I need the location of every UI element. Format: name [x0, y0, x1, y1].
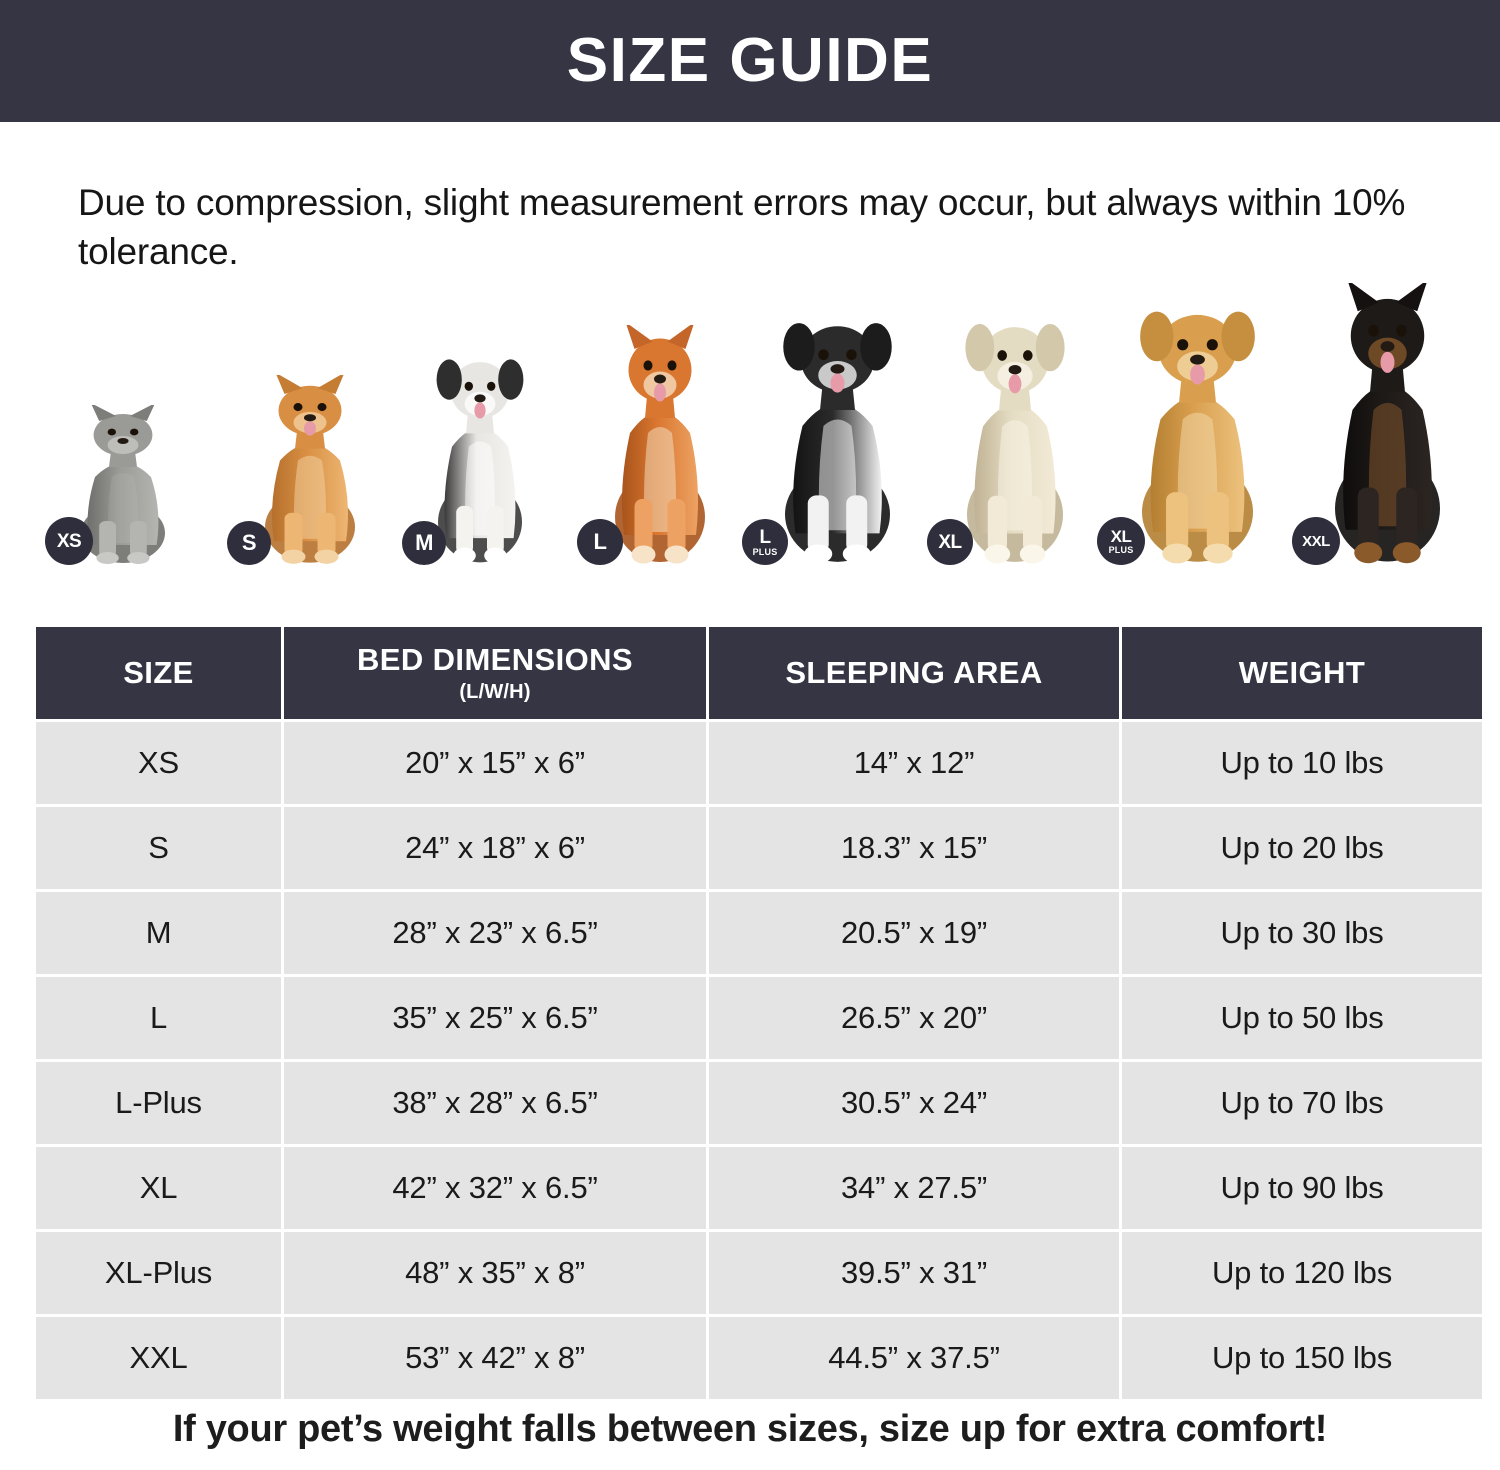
bed-dimensions-cell: 24” x 18” x 6” [284, 807, 706, 889]
size-badge-s: S [227, 521, 271, 565]
weight-cell: Up to 50 lbs [1122, 977, 1482, 1059]
column-header-size: SIZE [36, 627, 281, 719]
doberman-pinscher-dog-image: XXL [1292, 283, 1475, 565]
table-row: M 28” x 23” x 6.5” 20.5” x 19” Up to 30 lbs [36, 892, 1482, 974]
size-cell: S [36, 807, 281, 889]
size-badge-sublabel: PLUS [752, 546, 778, 557]
sleeping-area-cell: 39.5” x 31” [709, 1232, 1119, 1314]
size-cell: XXL [36, 1317, 281, 1399]
size-badge-l-plus: L PLUS [742, 519, 788, 565]
size-badge-label: XL [938, 531, 962, 553]
column-header-bed-dimensions-sub: (L/W/H) [459, 681, 531, 703]
shiba-inu-dog-image: L [577, 325, 735, 565]
weight-cell: Up to 20 lbs [1122, 807, 1482, 889]
size-badge-xxl: XXL [1292, 517, 1340, 565]
table-row: L-Plus 38” x 28” x 6.5” 30.5” x 24” Up to 7… [36, 1062, 1482, 1144]
pet-slot: M [402, 350, 550, 565]
tolerance-note: Due to compression, slight measurement e… [78, 182, 1406, 273]
column-header-sleeping-area: SLEEPING AREA [709, 627, 1119, 719]
size-badge-xs: XS [45, 517, 93, 565]
size-cell: L [36, 977, 281, 1059]
pet-slot: XS [45, 405, 193, 565]
size-badge-label: XS [56, 530, 82, 552]
sleeping-area-cell: 30.5” x 24” [709, 1062, 1119, 1144]
weight-cell: Up to 150 lbs [1122, 1317, 1482, 1399]
column-header-bed-dimensions: BED DIMENSIONS (L/W/H) [284, 627, 706, 719]
weight-cell: Up to 70 lbs [1122, 1062, 1482, 1144]
size-badge-label: L [593, 529, 607, 554]
pet-size-lineup: XS [35, 283, 1475, 565]
weight-cell: Up to 30 lbs [1122, 892, 1482, 974]
size-badge-label: XXL [1302, 532, 1330, 550]
sizing-advice-note: If your pet’s weight falls between sizes… [172, 1408, 1328, 1450]
table-row: XXL 53” x 42” x 8” 44.5” x 37.5” Up to 150 … [36, 1317, 1482, 1399]
table-row: XL 42” x 32” x 6.5” 34” x 27.5” Up to 90 lb… [36, 1147, 1482, 1229]
size-badge-l: L [577, 519, 623, 565]
weight-cell: Up to 90 lbs [1122, 1147, 1482, 1229]
weight-cell: Up to 10 lbs [1122, 722, 1482, 804]
pet-slot: L PLUS [742, 312, 925, 565]
size-badge-sublabel: PLUS [1108, 544, 1134, 555]
table-header-row: SIZE BED DIMENSIONS (L/W/H) SLEEPING ARE… [36, 627, 1482, 719]
weight-cell: Up to 120 lbs [1122, 1232, 1482, 1314]
size-cell: L-Plus [36, 1062, 281, 1144]
page-title: SIZE GUIDE [566, 26, 934, 95]
header-bar: SIZE GUIDE [0, 0, 1500, 122]
table-row: L 35” x 25” x 6.5” 26.5” x 20” Up to 50 lbs [36, 977, 1482, 1059]
size-badge-label: S [241, 530, 257, 555]
pet-slot: S [227, 375, 385, 565]
bed-dimensions-cell: 35” x 25” x 6.5” [284, 977, 706, 1059]
bed-dimensions-cell: 48” x 35” x 8” [284, 1232, 706, 1314]
size-table: SIZE BED DIMENSIONS (L/W/H) SLEEPING ARE… [33, 624, 1485, 1402]
bed-dimensions-cell: 53” x 42” x 8” [284, 1317, 706, 1399]
cat-grey-shorthair-image: XS [45, 405, 193, 565]
pet-slot: XL [927, 313, 1095, 565]
pomeranian-dog-image: S [227, 375, 385, 565]
size-cell: M [36, 892, 281, 974]
pet-slot: XL PLUS [1097, 300, 1290, 565]
table-row: XS 20” x 15” x 6” 14” x 12” Up to 10 lbs [36, 722, 1482, 804]
sleeping-area-cell: 18.3” x 15” [709, 807, 1119, 889]
bed-dimensions-cell: 20” x 15” x 6” [284, 722, 706, 804]
table-row: S 24” x 18” x 6” 18.3” x 15” Up to 20 lbs [36, 807, 1482, 889]
column-header-bed-dimensions-label: BED DIMENSIONS [356, 642, 634, 677]
size-badge-label: L [759, 526, 771, 548]
sleeping-area-cell: 44.5” x 37.5” [709, 1317, 1119, 1399]
bed-dimensions-cell: 28” x 23” x 6.5” [284, 892, 706, 974]
bed-dimensions-cell: 38” x 28” x 6.5” [284, 1062, 706, 1144]
size-badge-label: XL [1110, 526, 1132, 546]
sleeping-area-cell: 14” x 12” [709, 722, 1119, 804]
bed-dimensions-cell: 42” x 32” x 6.5” [284, 1147, 706, 1229]
size-cell: XS [36, 722, 281, 804]
border-collie-dog-image: L PLUS [742, 312, 925, 565]
size-badge-xl: XL [927, 519, 973, 565]
size-badge-m: M [402, 521, 446, 565]
size-badge-xl-plus: XL PLUS [1097, 517, 1145, 565]
size-badge-label: M [415, 530, 433, 555]
golden-retriever-dog-image: XL PLUS [1097, 300, 1290, 565]
column-header-weight: WEIGHT [1122, 627, 1482, 719]
pet-slot: XXL [1292, 283, 1475, 565]
french-bulldog-image: M [402, 350, 550, 565]
pet-slot: L [577, 325, 735, 565]
sleeping-area-cell: 26.5” x 20” [709, 977, 1119, 1059]
labrador-retriever-dog-image: XL [927, 313, 1095, 565]
size-cell: XL-Plus [36, 1232, 281, 1314]
size-cell: XL [36, 1147, 281, 1229]
sleeping-area-cell: 20.5” x 19” [709, 892, 1119, 974]
table-row: XL-Plus 48” x 35” x 8” 39.5” x 31” Up to 12… [36, 1232, 1482, 1314]
sleeping-area-cell: 34” x 27.5” [709, 1147, 1119, 1229]
